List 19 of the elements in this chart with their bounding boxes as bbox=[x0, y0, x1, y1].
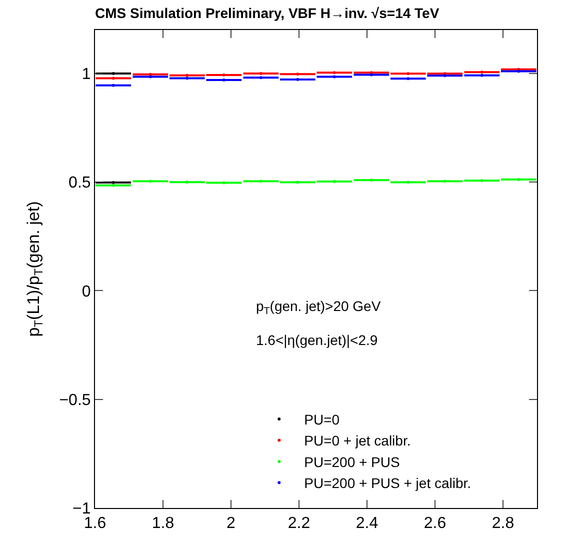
x-tick-label: 2.6 bbox=[424, 515, 446, 532]
chart-title: CMS Simulation Preliminary, VBF H→inv. √s=14 TeV bbox=[95, 4, 440, 21]
x-tick-label: 2.2 bbox=[288, 515, 310, 532]
y-tick-label: 0 bbox=[82, 283, 91, 300]
legend-label: PU=200 + PUS + jet calibr. bbox=[304, 475, 472, 492]
annotation: 1.6<|η(gen.jet)|<2.9 bbox=[256, 332, 378, 348]
y-tick-label: 0.5 bbox=[68, 174, 91, 192]
y-tick-label: −0.5 bbox=[59, 392, 91, 409]
x-tick-label: 1.6 bbox=[84, 515, 106, 532]
y-tick-label: −1 bbox=[72, 500, 91, 518]
legend-label: PU=0 + jet calibr. bbox=[304, 432, 411, 449]
legend-label: PU=200 + PUS bbox=[304, 454, 400, 470]
legend-label: PU=0 bbox=[304, 412, 340, 428]
x-tick-label: 2 bbox=[226, 515, 236, 532]
x-tick-label: 2.8 bbox=[492, 515, 514, 532]
x-tick-label: 1.8 bbox=[152, 515, 174, 532]
annotation: p$_{T}$(gen. jet)>20 GeV bbox=[256, 298, 382, 317]
y-tick-label: 1 bbox=[82, 66, 91, 84]
x-tick-label: 2.4 bbox=[356, 515, 378, 532]
